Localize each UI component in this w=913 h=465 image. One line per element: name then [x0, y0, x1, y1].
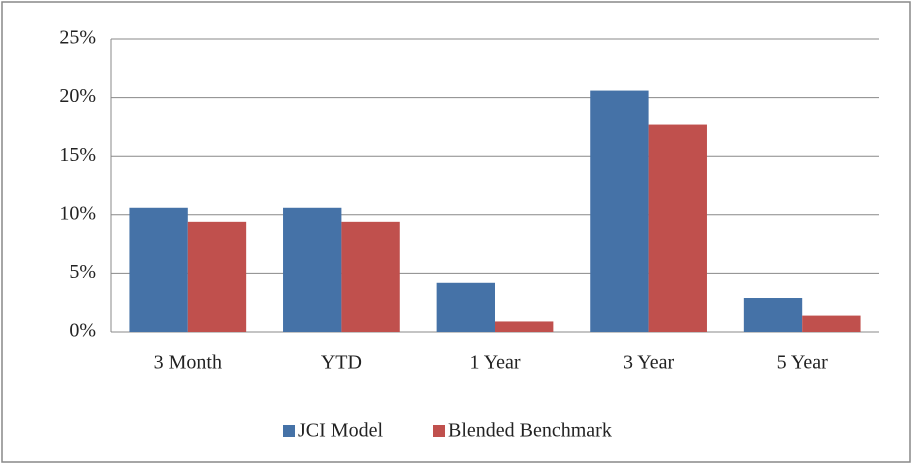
- x-tick-label: 1 Year: [469, 352, 520, 374]
- legend-label: Blended Benchmark: [448, 420, 612, 442]
- y-tick-label: 5%: [69, 261, 96, 283]
- y-tick-label: 25%: [59, 27, 96, 49]
- y-tick-label: 0%: [69, 320, 96, 342]
- bar: [590, 90, 649, 333]
- legend-swatch: [433, 425, 445, 437]
- y-tick-label: 10%: [59, 202, 96, 224]
- x-tick-label: 3 Month: [154, 352, 222, 374]
- bar: [341, 221, 400, 332]
- legend-swatch: [283, 425, 295, 437]
- bar: [187, 221, 247, 332]
- x-tick-label: 3 Year: [623, 352, 674, 374]
- bar: [283, 207, 342, 332]
- bar: [743, 298, 803, 332]
- legend-label: JCI Model: [298, 420, 383, 442]
- bar: [436, 282, 495, 332]
- y-tick-label: 20%: [59, 85, 96, 107]
- x-tick-label: 5 Year: [777, 352, 828, 374]
- bar: [648, 124, 707, 332]
- y-tick-label: 15%: [59, 144, 96, 166]
- x-tick-label: YTD: [321, 352, 362, 374]
- bar: [129, 207, 188, 332]
- bar: [495, 321, 554, 332]
- bar: [802, 315, 861, 332]
